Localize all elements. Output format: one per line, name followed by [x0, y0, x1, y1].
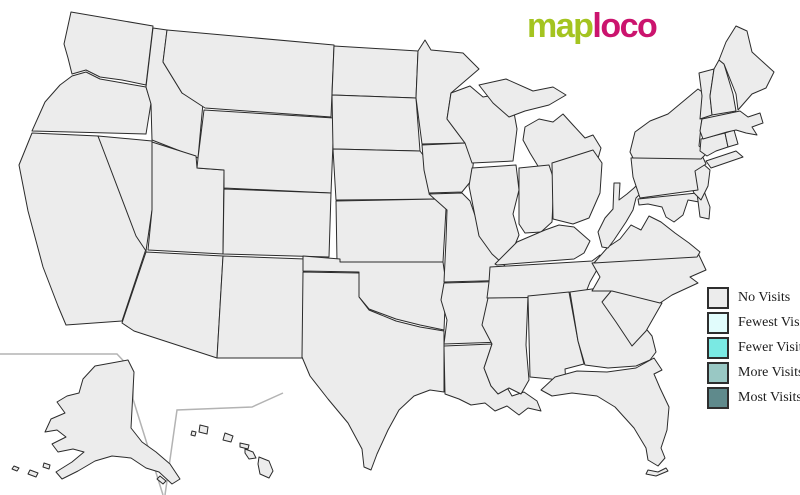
state-massachusetts: [699, 110, 764, 140]
state-ohio: [551, 149, 603, 225]
state-oregon: [31, 71, 152, 135]
state-washington: [63, 11, 154, 86]
state-maine: [718, 25, 775, 111]
state-oklahoma: [302, 255, 447, 331]
legend-label-fewer-visits: Fewer Visits: [738, 340, 800, 355]
state-montana: [162, 29, 335, 118]
state-michigan: [478, 78, 602, 177]
state-north-carolina: [591, 252, 707, 304]
legend-swatch-fewest-visits: [707, 312, 729, 334]
legend-label-fewest-visits: Fewest Visits: [738, 315, 800, 330]
state-alaska: [11, 359, 181, 485]
legend: No Visits Fewest Visits Fewer Visits Mor…: [707, 287, 800, 413]
state-virginia: [593, 215, 701, 264]
state-arizona: [121, 251, 224, 359]
state-texas: [301, 271, 445, 471]
legend-swatch-more-visits: [707, 362, 729, 384]
legend-row-fewest-visits: Fewest Visits: [707, 312, 800, 334]
state-new-mexico: [216, 255, 306, 359]
state-iowa: [421, 142, 475, 194]
state-mississippi: [481, 295, 530, 395]
legend-row-no-visits: No Visits: [707, 287, 800, 309]
legend-swatch-no-visits: [707, 287, 729, 309]
state-indiana: [518, 164, 555, 234]
state-tennessee: [486, 254, 601, 299]
state-alabama: [527, 291, 585, 384]
legend-row-most-visits: Most Visits: [707, 387, 800, 409]
state-west-virginia: [597, 180, 647, 249]
state-florida: [540, 357, 670, 477]
maploco-logo[interactable]: maploco: [527, 6, 658, 46]
state-kentucky: [494, 224, 591, 266]
logo-text-loco: loco: [592, 7, 657, 45]
state-hawaii: [190, 424, 274, 479]
logo-text-map: map: [527, 7, 594, 45]
legend-row-fewer-visits: Fewer Visits: [707, 337, 800, 359]
legend-swatch-fewer-visits: [707, 337, 729, 359]
hawaii-inset-frame: [164, 392, 284, 495]
legend-swatch-most-visits: [707, 387, 729, 409]
state-colorado: [222, 188, 332, 258]
state-south-carolina: [601, 289, 663, 347]
state-kansas: [335, 198, 447, 263]
state-nevada: [97, 135, 153, 252]
legend-label-no-visits: No Visits: [738, 290, 791, 305]
legend-label-more-visits: More Visits: [738, 365, 800, 380]
legend-label-most-visits: Most Visits: [738, 390, 800, 405]
legend-row-more-visits: More Visits: [707, 362, 800, 384]
state-south-dakota: [331, 94, 421, 152]
state-rhode-island: [724, 129, 739, 148]
state-north-dakota: [331, 45, 419, 99]
